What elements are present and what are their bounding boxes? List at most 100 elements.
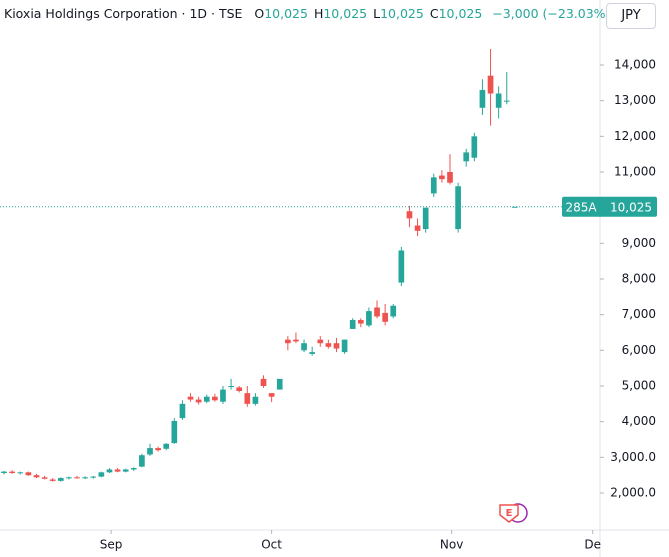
candle-body [41,477,48,479]
y-tick-label: 5,000 [622,379,656,393]
candle-body [455,186,461,230]
ohlc-value: 10,025 [264,6,308,21]
candle-body [398,250,405,283]
candle-body [228,386,234,388]
candle-body [98,472,105,477]
y-tick-label: 2,000.0 [610,486,656,500]
candle-body [366,311,372,326]
candle-body [82,477,88,479]
candle-body [25,472,32,476]
candle-body [487,75,494,94]
candle-body [260,378,267,387]
candle-body [203,396,210,402]
candle-body [479,89,486,108]
y-tick-label: 4,000 [622,414,656,428]
price-tag-symbol: 285A [565,200,597,214]
candle-body [309,352,315,354]
candle-body [276,378,283,390]
candle-body [357,320,364,324]
candle-body [439,175,445,180]
earnings-label: E [506,508,513,519]
candle-body [1,471,7,474]
candle-body [49,479,56,481]
earnings-badge [499,504,519,523]
candle-body [252,396,259,404]
y-tick-label: 14,000 [614,57,656,71]
candle-body [66,477,72,479]
y-tick-label: 9,000 [622,236,656,250]
candle-body [325,343,332,347]
candle-body [236,387,243,391]
candle-body [179,403,186,419]
candle-body [382,312,388,322]
ohlc-letter: L [373,6,381,21]
candle-body [317,339,324,344]
candle-body [147,448,153,455]
header: Kioxia Holdings Corporation · 1D · TSE O… [4,6,616,21]
candle-body [155,448,161,451]
candle-body [512,206,518,208]
candle-body [106,469,113,473]
x-tick-label: Nov [440,538,463,552]
x-tick-label: Sep [100,538,123,552]
y-tick-label: 3,000.0 [610,450,656,464]
candle-body [406,211,413,219]
y-tick-label: 11,000 [614,164,656,178]
candle-body [17,472,24,474]
candle-body [471,136,478,158]
candle-body [171,420,178,444]
symbol-title: Kioxia Holdings Corporation · 1D · TSE [4,6,243,21]
candle-body [212,396,218,401]
candle-body [114,469,121,472]
candle-body [390,305,397,317]
ohlc-value: 10,025 [438,6,483,21]
candle-body [422,207,429,230]
candle-body [187,396,194,400]
candle-body [195,399,202,403]
ohlc-letter: O [254,6,265,21]
candle-body [285,339,291,344]
y-tick-label: 8,000 [622,271,656,285]
candle-body [447,171,453,183]
candle-body [122,469,129,472]
ohlc-value: 10,025 [323,6,368,21]
x-tick-label: Oct [261,538,282,552]
currency-button[interactable]: JPY [606,3,656,29]
change: −3,000 (−23.03%) [492,6,611,21]
candle-body [349,320,356,329]
candle-body [244,393,251,404]
candle-body [333,343,340,349]
candle-body [33,475,40,478]
candle-body [293,339,299,342]
y-tick-label: 12,000 [614,129,656,143]
candle-body [430,177,437,194]
price-tag-value: 10,025 [610,200,652,214]
x-tick-label: De [584,538,601,552]
ohlc: O10,025 H10,025 L10,025 C10,025 [254,6,488,21]
price-tag [562,196,657,217]
y-tick-label: 6,000 [622,343,656,357]
candle-body [130,468,137,470]
ohlc-letter: H [313,6,324,21]
candle-body [301,343,307,351]
candle-body [9,471,15,474]
candle-body [163,443,170,449]
candle-body [414,225,421,231]
y-tick-label: 13,000 [614,93,656,107]
candle-body [220,389,226,402]
ohlc-letter: C [429,6,439,21]
candle-body [341,339,348,353]
candle-body [495,93,502,108]
candle-body [374,307,380,317]
candle-body [268,393,275,397]
candle-body [503,100,510,102]
candle-body [90,476,97,478]
candle-body [57,478,64,481]
candle-body [74,477,80,479]
candle-body [139,455,145,467]
y-tick-label: 7,000 [622,307,656,321]
candle-body [463,152,470,162]
ohlc-value: 10,025 [380,6,424,21]
